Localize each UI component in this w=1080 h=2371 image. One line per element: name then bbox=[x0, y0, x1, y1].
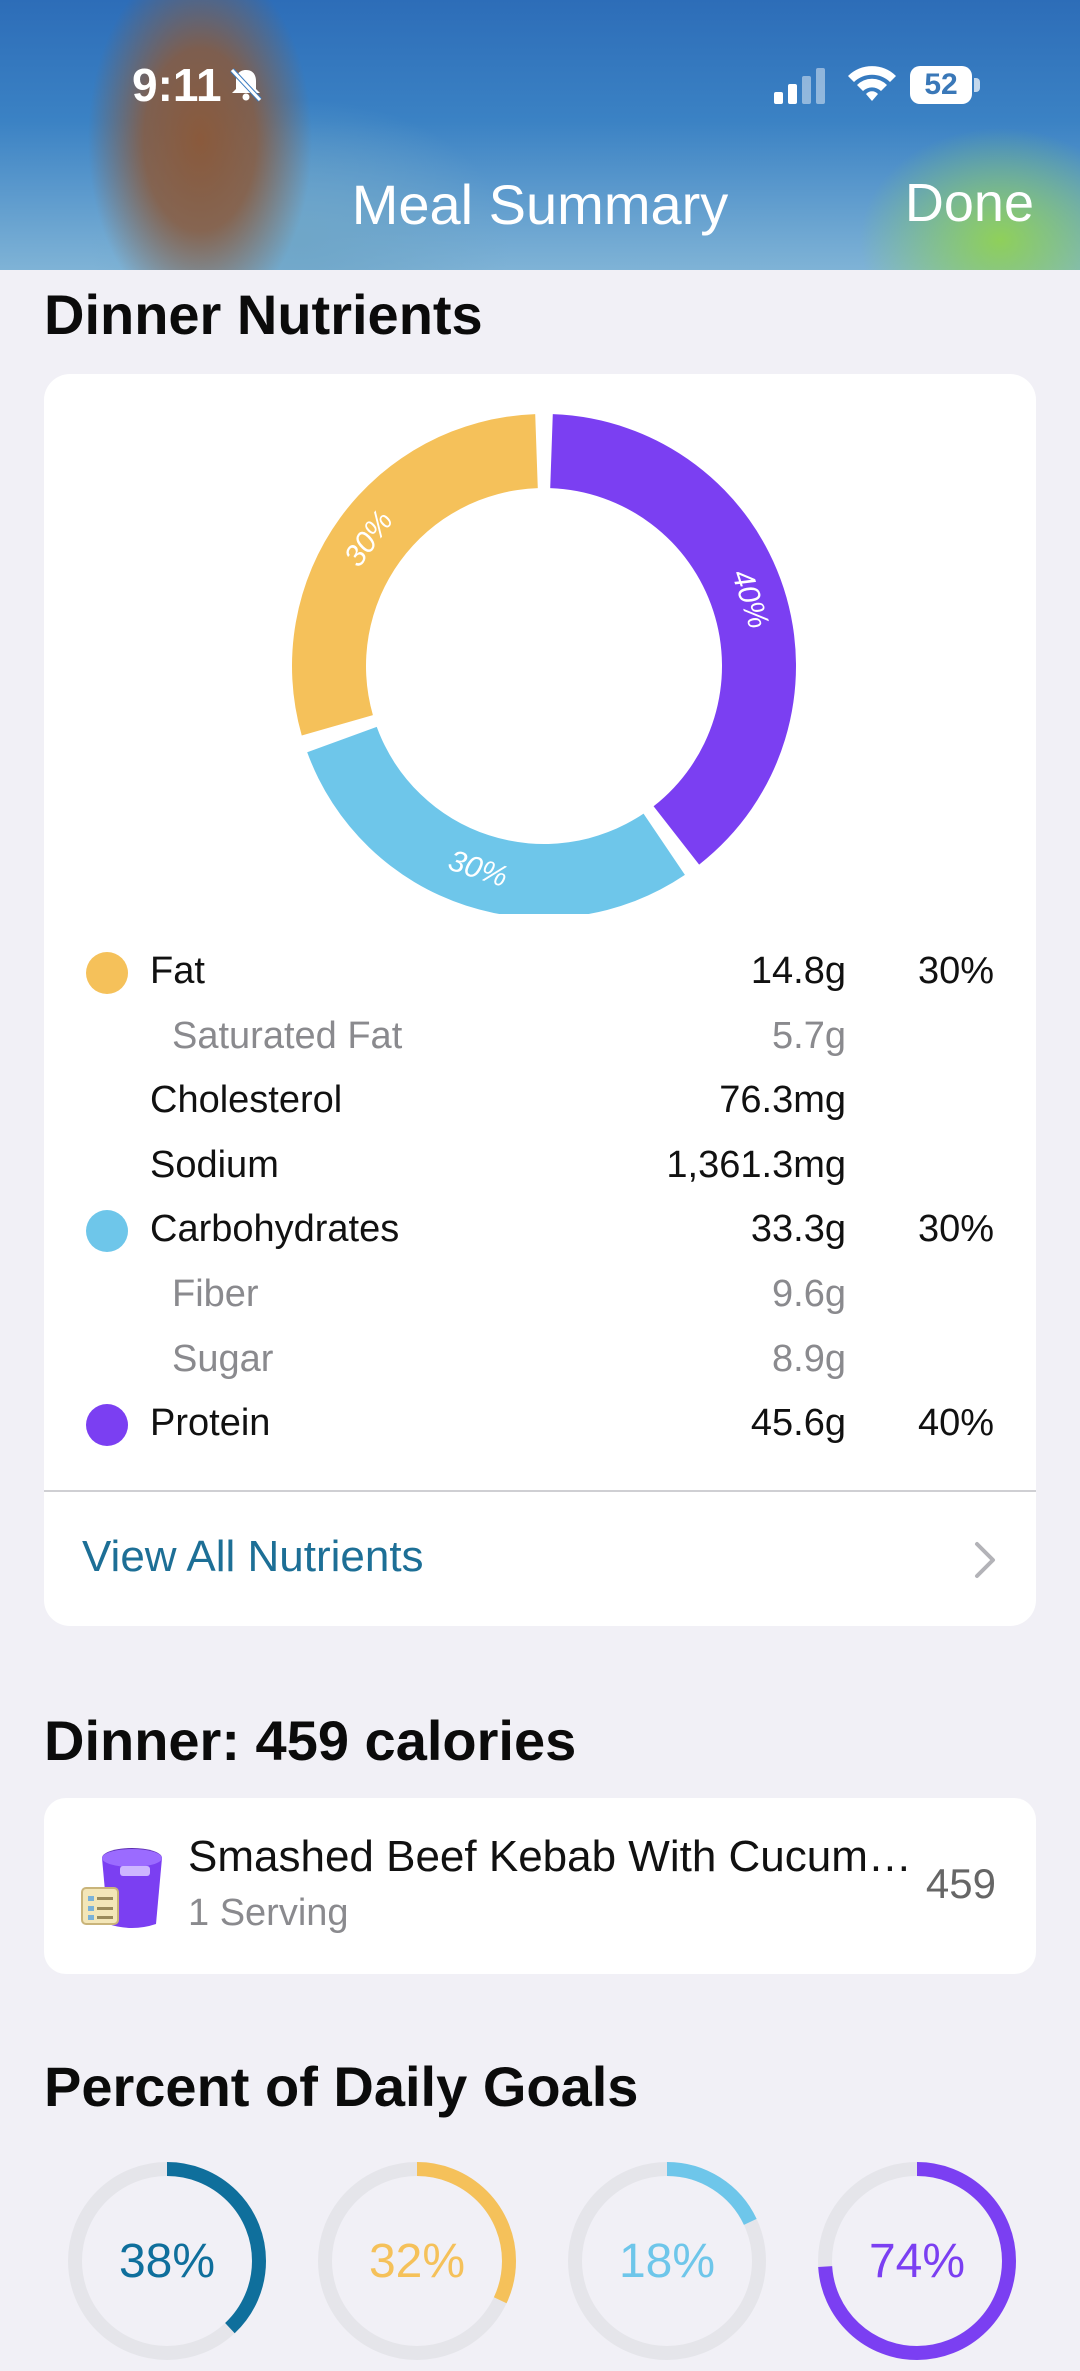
recipe-icon bbox=[81, 1848, 162, 1928]
nutrient-name: Sodium bbox=[150, 1143, 279, 1186]
nutrient-row: Sugar 8.9g bbox=[44, 1328, 1036, 1388]
donut-slice-fat bbox=[292, 414, 538, 736]
nutrient-name: Carbohydrates bbox=[150, 1208, 400, 1251]
nutrient-row: Cholesterol 76.3mg bbox=[44, 1069, 1036, 1129]
goal-ring-progress bbox=[318, 2162, 516, 2360]
nutrient-percent: 30% bbox=[917, 1208, 994, 1251]
nutrient-percent: 30% bbox=[917, 950, 994, 992]
legend-dot bbox=[86, 952, 128, 994]
legend-dot bbox=[86, 1404, 128, 1447]
chevron-right-icon[interactable] bbox=[972, 1540, 998, 1580]
view-all-nutrients-link[interactable]: View All Nutrients bbox=[82, 1532, 424, 1581]
donut-slice-protein bbox=[550, 414, 797, 865]
food-item-calories: 459 bbox=[925, 1860, 996, 1907]
nutrient-row: Protein 45.6g 40% bbox=[44, 1392, 1036, 1452]
donut-slice-carbohydrates bbox=[307, 726, 685, 914]
food-item[interactable]: Smashed Beef Kebab With Cucum… 1 Serving… bbox=[44, 1798, 1036, 1974]
legend-dot bbox=[86, 1210, 128, 1253]
macro-donut-chart: 40%30%30% bbox=[292, 414, 797, 914]
nutrient-name: Fiber bbox=[172, 1273, 259, 1315]
nutrients-card: 40% 30% 30% Fat 14.8g 30% Saturated Fat 5.7g Ch… bbox=[44, 374, 1036, 1626]
daily-goal-ring[interactable]: 32% bbox=[312, 2156, 522, 2366]
nutrient-row: Saturated Fat 5.7g bbox=[44, 1005, 1036, 1065]
bell-slash-icon bbox=[230, 68, 262, 102]
header: 9:11 52 Meal Summary Done bbox=[0, 0, 1080, 270]
nutrient-name: Saturated Fat bbox=[172, 1014, 403, 1057]
goal-ring-progress bbox=[68, 2162, 266, 2360]
nutrient-amount: 14.8g bbox=[750, 950, 846, 992]
nutrient-amount: 9.6g bbox=[772, 1273, 846, 1315]
cellular-signal-icon bbox=[774, 68, 825, 104]
battery-level: 52 bbox=[924, 68, 958, 101]
goals-section-title: Percent of Daily Goals bbox=[44, 2055, 639, 2118]
goal-ring-label: 74% bbox=[868, 2235, 966, 2288]
page-title: Meal Summary bbox=[351, 173, 729, 236]
nutrient-name: Fat bbox=[150, 950, 205, 992]
food-item-name: Smashed Beef Kebab With Cucum… bbox=[188, 1832, 912, 1881]
nutrient-row: Fat 14.8g 30% bbox=[44, 940, 1036, 1000]
nutrient-amount: 5.7g bbox=[772, 1014, 846, 1057]
daily-goal-ring[interactable]: 38% bbox=[62, 2156, 272, 2366]
nutrients-section-title: Dinner Nutrients bbox=[44, 283, 483, 346]
goal-ring-progress bbox=[568, 2162, 766, 2360]
nutrient-amount: 76.3mg bbox=[719, 1079, 846, 1122]
goal-ring-label: 32% bbox=[368, 2235, 466, 2288]
daily-goal-ring[interactable]: 74% bbox=[812, 2156, 1022, 2366]
nutrient-amount: 45.6g bbox=[750, 1402, 846, 1445]
nutrient-amount: 8.9g bbox=[772, 1337, 846, 1380]
battery-indicator: 52 bbox=[910, 66, 982, 104]
divider bbox=[44, 1490, 1036, 1492]
nutrient-row: Fiber 9.6g bbox=[44, 1263, 1036, 1323]
status-time: 9:11 bbox=[132, 59, 222, 111]
nutrient-name: Cholesterol bbox=[150, 1079, 343, 1122]
meal-section-title: Dinner: 459 calories bbox=[44, 1709, 577, 1772]
daily-goal-ring[interactable]: 18% bbox=[562, 2156, 772, 2366]
nutrient-percent: 40% bbox=[917, 1402, 994, 1445]
nutrient-row: Sodium 1,361.3mg bbox=[44, 1134, 1036, 1194]
nutrient-amount: 33.3g bbox=[750, 1208, 846, 1251]
goal-ring-label: 18% bbox=[618, 2235, 716, 2288]
nutrient-row: Carbohydrates 33.3g 30% bbox=[44, 1198, 1036, 1258]
wifi-icon bbox=[848, 66, 896, 101]
nutrient-amount: 1,361.3mg bbox=[666, 1143, 846, 1186]
food-item-serving: 1 Serving bbox=[188, 1892, 349, 1934]
nutrient-name: Protein bbox=[150, 1402, 271, 1445]
goal-ring-label: 38% bbox=[118, 2235, 216, 2288]
done-button[interactable]: Done bbox=[904, 173, 1034, 233]
nutrient-name: Sugar bbox=[172, 1337, 274, 1380]
